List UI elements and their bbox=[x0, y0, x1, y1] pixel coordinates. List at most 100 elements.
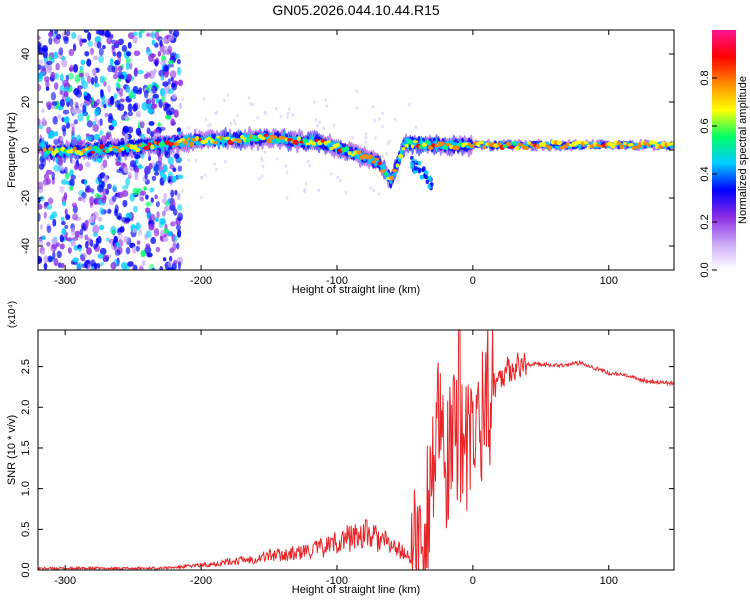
spectrogram-noise-cell bbox=[98, 30, 105, 36]
spectrogram-noise-cell bbox=[159, 87, 165, 97]
spectrogram-noise-cell bbox=[109, 58, 114, 67]
spectrogram-noise-cell bbox=[79, 228, 84, 236]
spectrogram-peak-cell bbox=[147, 142, 152, 147]
spectrogram-peak-cell bbox=[117, 148, 122, 153]
spectrogram-noise-cell bbox=[86, 114, 90, 122]
spectrogram-noise-cell bbox=[168, 59, 174, 65]
spectrogram-peak-cell bbox=[616, 141, 622, 145]
spectrogram-noise-cell bbox=[159, 40, 163, 47]
spectrogram-noise-cell bbox=[107, 208, 112, 214]
spectrogram-noise-cell bbox=[54, 72, 59, 80]
spectrogram-noise-cell bbox=[118, 74, 125, 80]
spectrogram-noise-cell bbox=[339, 178, 342, 183]
spectrogram-noise-cell bbox=[47, 31, 54, 38]
spectrogram-noise-cell bbox=[279, 114, 283, 119]
spectrogram-noise-cell bbox=[173, 235, 178, 243]
spectrogram-noise-cell bbox=[114, 40, 120, 45]
spectrogram-peak-cell bbox=[47, 147, 54, 152]
spectrogram-noise-cell bbox=[364, 135, 368, 140]
spectrogram-noise-cell bbox=[165, 114, 172, 120]
spectrogram-noise-cell bbox=[175, 224, 182, 231]
spectrogram-peak-cell bbox=[134, 147, 141, 152]
spectrogram-peak-cell bbox=[114, 145, 119, 149]
spectrogram-peak-cell bbox=[455, 145, 460, 151]
spectrogram-noise-cell bbox=[38, 203, 43, 210]
spectrogram-noise-cell bbox=[106, 37, 113, 45]
spectrogram-noise-cell bbox=[79, 254, 86, 262]
snr-y-tick-label: 1.5 bbox=[20, 440, 32, 455]
spectrogram-noise-cell bbox=[372, 188, 375, 193]
spectrogram-noise-cell bbox=[121, 190, 129, 198]
spectrogram-noise-cell bbox=[99, 247, 107, 256]
spectrogram-noise-cell bbox=[78, 247, 82, 252]
spectrogram-noise-cell bbox=[41, 249, 45, 255]
spectrogram-noise-cell bbox=[163, 38, 168, 45]
spectrogram-noise-cell bbox=[378, 117, 381, 121]
spectrogram-noise-cell bbox=[325, 104, 328, 108]
spectrogram-noise-cell bbox=[38, 64, 42, 71]
spectrogram-noise-cell bbox=[71, 126, 75, 136]
spectrogram-y-tick-label: -20 bbox=[20, 190, 32, 206]
spectrogram-y-tick-label: 0 bbox=[20, 147, 32, 153]
spectrogram-noise-cell bbox=[38, 59, 44, 65]
spectrogram-peak-cell bbox=[401, 147, 406, 151]
spectrogram-noise-cell bbox=[173, 208, 178, 216]
spectrogram-peak-cell bbox=[439, 141, 445, 146]
snr-x-tick-label: -300 bbox=[54, 575, 76, 587]
spectrogram-noise-cell bbox=[214, 111, 217, 116]
spectrogram-noise-cell bbox=[138, 265, 144, 270]
spectrogram-noise-cell bbox=[38, 238, 43, 247]
spectrogram-noise-cell bbox=[126, 73, 132, 81]
spectrogram-x-tick-label: -300 bbox=[54, 275, 76, 287]
spectrogram-noise-cell bbox=[47, 255, 53, 263]
colorbar-ticks: 0.0 0.2 0.4 0.6 0.8 bbox=[699, 70, 717, 278]
spectrogram-noise-cell bbox=[112, 73, 118, 80]
spectrogram-noise-cell bbox=[140, 190, 147, 196]
spectrogram-noise-cell bbox=[102, 159, 108, 169]
spectrogram-noise-cell bbox=[65, 74, 69, 82]
spectrogram-noise-cell bbox=[38, 35, 41, 41]
spectrogram-noise-cell bbox=[387, 141, 390, 146]
spectrogram-ridge-cell bbox=[165, 143, 169, 149]
spectrogram-noise-cell bbox=[194, 158, 198, 163]
spectrogram-noise-cell bbox=[59, 90, 64, 95]
spectrogram-noise-cell bbox=[40, 71, 46, 76]
spectrogram-noise-cell bbox=[111, 195, 117, 203]
spectrogram-noise-cell bbox=[65, 96, 71, 103]
spectrogram-noise-cell bbox=[176, 58, 181, 65]
spectrogram-noise-cell bbox=[153, 228, 160, 237]
spectrogram-noise-cell bbox=[104, 112, 109, 118]
spectrogram-noise-cell bbox=[80, 75, 85, 85]
spectrogram-noise-cell bbox=[162, 58, 168, 64]
spectrogram-y-ticks: -40 -20 0 20 40 bbox=[20, 48, 674, 254]
spectrogram-y-tick-label: 40 bbox=[20, 48, 32, 60]
spectrogram-noise-cell bbox=[63, 116, 70, 124]
spectrogram-noise-cell bbox=[157, 50, 162, 57]
spectrogram-noise-cell bbox=[132, 245, 137, 254]
spectrogram-noise-cell bbox=[285, 170, 289, 175]
spectrogram-noise-cell bbox=[38, 83, 42, 92]
spectrogram-noise-cell bbox=[132, 36, 138, 44]
spectrogram-noise-cell bbox=[374, 136, 377, 140]
snr-y-tick-label: 0.5 bbox=[20, 522, 32, 537]
spectrogram-noise-cell bbox=[53, 164, 60, 172]
spectrogram-peak-cell bbox=[583, 140, 589, 145]
spectrogram-noise-cell bbox=[84, 234, 89, 241]
spectrogram-noise-cell bbox=[60, 262, 65, 269]
spectrogram-peak-cell bbox=[412, 140, 419, 144]
spectrogram-x-ticks: -300 -200 -100 0 100 bbox=[54, 30, 618, 287]
spectrogram-noise-cell bbox=[145, 230, 152, 239]
spectrogram-noise-cell bbox=[71, 213, 78, 221]
spectrogram-noise-cell bbox=[108, 113, 113, 120]
spectrogram-noise-cell bbox=[161, 95, 165, 103]
spectrogram-peak-cell bbox=[335, 142, 341, 147]
spectrogram-noise-cell bbox=[136, 240, 141, 245]
spectrogram-noise-cell bbox=[154, 194, 158, 200]
spectrogram-noise-cell bbox=[93, 262, 98, 270]
spectrogram-noise-cell bbox=[187, 126, 190, 130]
spectrogram-peak-cell bbox=[42, 147, 47, 152]
spectrogram-noise-cell bbox=[85, 240, 89, 249]
spectrogram-peak-cell bbox=[269, 134, 275, 140]
spectrogram-noise-cell bbox=[45, 80, 50, 88]
spectrogram-noise-cell bbox=[43, 211, 47, 219]
